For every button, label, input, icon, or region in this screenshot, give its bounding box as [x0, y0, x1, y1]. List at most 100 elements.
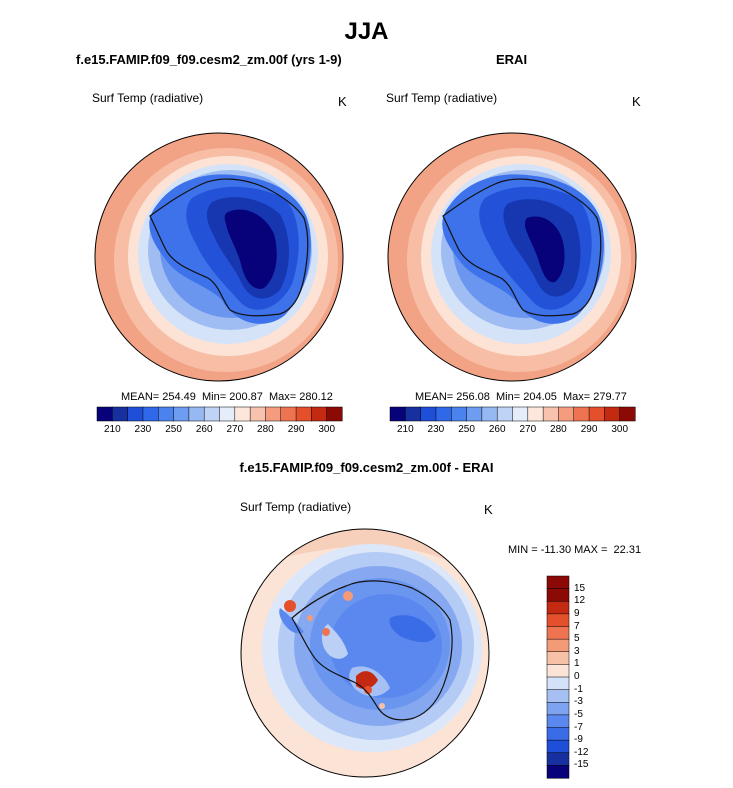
colorbar-swatch — [527, 406, 544, 422]
colorbar-swatch — [158, 406, 175, 422]
colorbar-swatch — [546, 613, 570, 628]
colorbar-tick-label: 290 — [580, 424, 598, 435]
colorbar-tick-label: 210 — [103, 424, 121, 435]
left-variable-label: Surf Temp (radiative) — [92, 91, 204, 105]
colorbar-tick-label: 0 — [574, 671, 580, 682]
colorbar-tick-label: 250 — [458, 424, 475, 435]
colorbar-tick-label: 210 — [396, 424, 414, 435]
left-stats-text: MEAN= 254.49 Min= 200.87 Max= 280.12 — [121, 391, 333, 403]
colorbar-swatch — [546, 626, 570, 640]
diff-colorbar — [546, 575, 570, 779]
diff-stats-text: MIN = -11.30 MAX = 22.31 — [508, 544, 642, 556]
colorbar-tick-label: -9 — [574, 734, 583, 746]
colorbar-tick-label: 270 — [519, 424, 537, 435]
colorbar-swatch — [546, 739, 570, 754]
panel-left-title: f.e15.FAMIP.f09_f09.cesm2_zm.00f (yrs 1-… — [76, 52, 342, 67]
colorbar-swatch — [219, 406, 236, 422]
colorbar-swatch — [326, 406, 343, 422]
colorbar-tick-label: 9 — [574, 607, 580, 619]
right-units-label: K — [632, 94, 641, 109]
colorbar-tick-label: 5 — [574, 633, 580, 645]
left-colorbar-ticks: 210 230 250 260 270 280 290 300 — [97, 424, 342, 438]
colorbar-swatch — [604, 406, 621, 422]
colorbar-tick-label: 270 — [226, 424, 244, 435]
colorbar-tick-label: 300 — [611, 424, 629, 435]
colorbar-tick-label: 230 — [134, 424, 152, 435]
colorbar-tick-label: 12 — [574, 595, 586, 607]
colorbar-tick-label: -1 — [574, 683, 583, 695]
colorbar-swatch — [546, 601, 570, 615]
colorbar-swatch — [481, 406, 498, 422]
colorbar-tick-label: 230 — [427, 424, 445, 435]
colorbar-swatch — [619, 406, 636, 422]
colorbar-swatch — [573, 406, 590, 422]
colorbar-swatch — [280, 406, 297, 422]
colorbar-swatch — [96, 406, 113, 422]
colorbar-swatch — [546, 651, 570, 665]
colorbar-swatch — [249, 406, 266, 422]
panel-diff-title: f.e15.FAMIP.f09_f09.cesm2_zm.00f - ERAI — [239, 460, 494, 475]
colorbar-tick-label: 260 — [488, 424, 506, 435]
colorbar-swatch — [542, 406, 559, 422]
colorbar-tick-label: 300 — [318, 424, 336, 435]
colorbar-tick-label: -5 — [574, 708, 583, 720]
colorbar-swatch — [389, 406, 406, 422]
colorbar-swatch — [558, 406, 575, 422]
colorbar-tick-label: 290 — [287, 424, 305, 435]
colorbar-swatch — [466, 406, 483, 422]
colorbar-swatch — [512, 406, 529, 422]
colorbar-tick-label: 3 — [574, 645, 580, 657]
colorbar-tick-label: -3 — [574, 696, 583, 708]
colorbar-swatch — [311, 406, 328, 422]
colorbar-swatch — [173, 406, 190, 422]
colorbar-swatch — [203, 406, 221, 422]
colorbar-swatch — [295, 406, 312, 422]
left-units-label: K — [338, 94, 347, 109]
right-variable-label: Surf Temp (radiative) — [386, 91, 498, 105]
right-colorbar-ticks: 210 230 250 260 270 280 290 300 — [390, 424, 635, 438]
right-colorbar — [389, 406, 636, 422]
diff-units-label: K — [484, 502, 493, 517]
colorbar-swatch — [546, 664, 570, 678]
diff-colorbar-ticks: 15 12 9 7 5 3 1 0 -1 -3 -5 -7 -9 -12 -15 — [574, 576, 614, 778]
colorbar-swatch — [112, 406, 129, 422]
colorbar-swatch — [588, 406, 605, 422]
colorbar-tick-label: 7 — [574, 620, 580, 632]
colorbar-swatch — [142, 406, 159, 422]
colorbar-swatch — [546, 765, 570, 779]
colorbar-swatch — [496, 406, 514, 422]
colorbar-swatch — [435, 406, 452, 422]
colorbar-swatch — [546, 638, 570, 653]
colorbar-tick-label: 15 — [574, 582, 586, 594]
right-stats-text: MEAN= 256.08 Min= 204.05 Max= 279.77 — [415, 391, 627, 403]
colorbar-swatch — [546, 702, 570, 716]
colorbar-swatch — [546, 676, 570, 691]
colorbar-tick-label: 280 — [550, 424, 567, 435]
colorbar-swatch — [546, 727, 570, 741]
diff-variable-label: Surf Temp (radiative) — [240, 500, 352, 514]
colorbar-tick-label: 250 — [165, 424, 182, 435]
colorbar-swatch — [546, 575, 570, 590]
colorbar-swatch — [405, 406, 422, 422]
colorbar-tick-label: -7 — [574, 721, 583, 733]
right-polar-map — [387, 132, 637, 382]
colorbar-swatch — [234, 406, 251, 422]
colorbar-tick-label: 1 — [574, 658, 580, 670]
colorbar-swatch — [546, 714, 570, 729]
colorbar-swatch — [265, 406, 282, 422]
colorbar-swatch — [546, 689, 570, 703]
colorbar-swatch — [546, 588, 570, 602]
colorbar-swatch — [546, 752, 570, 766]
left-polar-map — [94, 132, 344, 382]
colorbar-tick-label: 280 — [257, 424, 274, 435]
diff-polar-map — [240, 528, 490, 778]
colorbar-swatch — [451, 406, 468, 422]
left-colorbar — [96, 406, 343, 422]
colorbar-tick-label: -15 — [574, 759, 589, 771]
panel-right-title: ERAI — [496, 52, 528, 67]
colorbar-swatch — [188, 406, 205, 422]
colorbar-swatch — [420, 406, 437, 422]
colorbar-swatch — [127, 406, 144, 422]
figure-title: JJA — [344, 18, 389, 45]
colorbar-tick-label: 260 — [195, 424, 213, 435]
